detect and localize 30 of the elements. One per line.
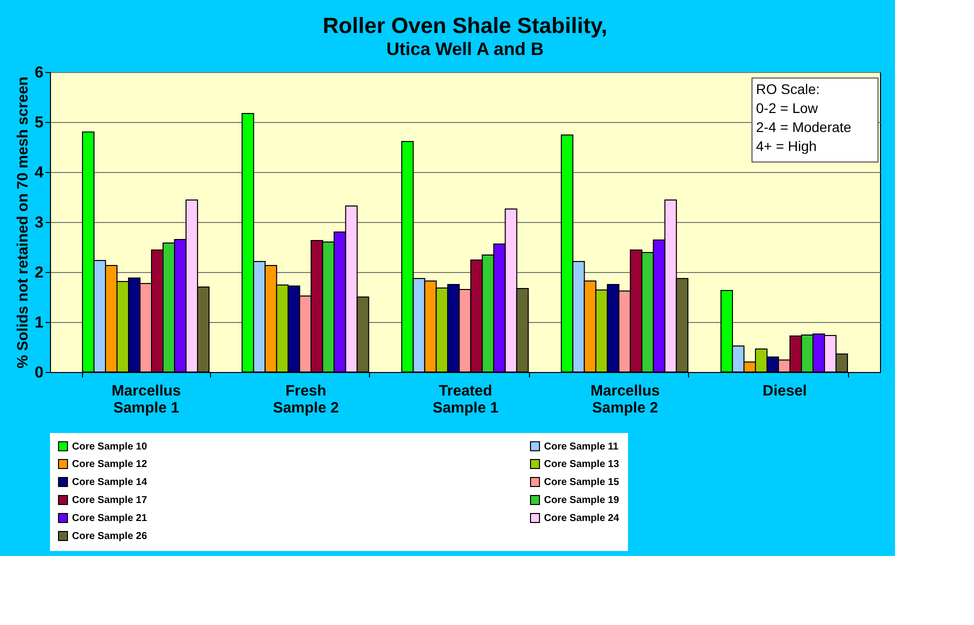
y-tick-label: 0 — [34, 364, 44, 382]
y-axis-title: % Solids not retained on 70 mesh screen — [14, 76, 32, 368]
y-tick-label: 3 — [34, 214, 44, 232]
annotation: 4+ = High — [756, 138, 817, 154]
y-tick-label: 6 — [34, 64, 44, 82]
legend-label: Core Sample 10 — [72, 441, 148, 452]
chart-title: Roller Oven Shale Stability, — [322, 13, 608, 38]
legend-label: Core Sample 11 — [544, 441, 619, 452]
legend-label: Core Sample 17 — [72, 495, 148, 506]
x-tick-label: Fresh Sample 2 — [272, 382, 339, 416]
x-tick-label: Marcellus Sample 1 — [112, 382, 181, 416]
y-tick-label: 2 — [34, 264, 44, 282]
x-tick-label: Marcellus Sample 2 — [590, 382, 660, 416]
x-tick-label: Treated Sample 1 — [432, 382, 498, 416]
annotation: 2-4 = Moderate — [756, 119, 852, 135]
legend-label: Core Sample 14 — [72, 477, 148, 488]
y-tick-label: 4 — [34, 164, 44, 182]
legend-label: Core Sample 21 — [72, 513, 148, 524]
legend-label: Core Sample 15 — [544, 477, 620, 488]
y-tick-label: 5 — [34, 114, 44, 132]
x-tick-label: Diesel — [762, 382, 807, 400]
annotation: 0-2 = Low — [756, 100, 819, 116]
chart-subtitle: Utica Well A and B — [386, 39, 544, 59]
legend-label: Core Sample 19 — [544, 495, 620, 506]
legend-label: Core Sample 26 — [72, 531, 148, 542]
legend-label: Core Sample 24 — [544, 513, 620, 524]
legend-label: Core Sample 13 — [544, 459, 620, 470]
annotation: RO Scale: — [756, 81, 820, 97]
y-tick-label: 1 — [34, 314, 44, 332]
legend-label: Core Sample 12 — [72, 459, 148, 470]
